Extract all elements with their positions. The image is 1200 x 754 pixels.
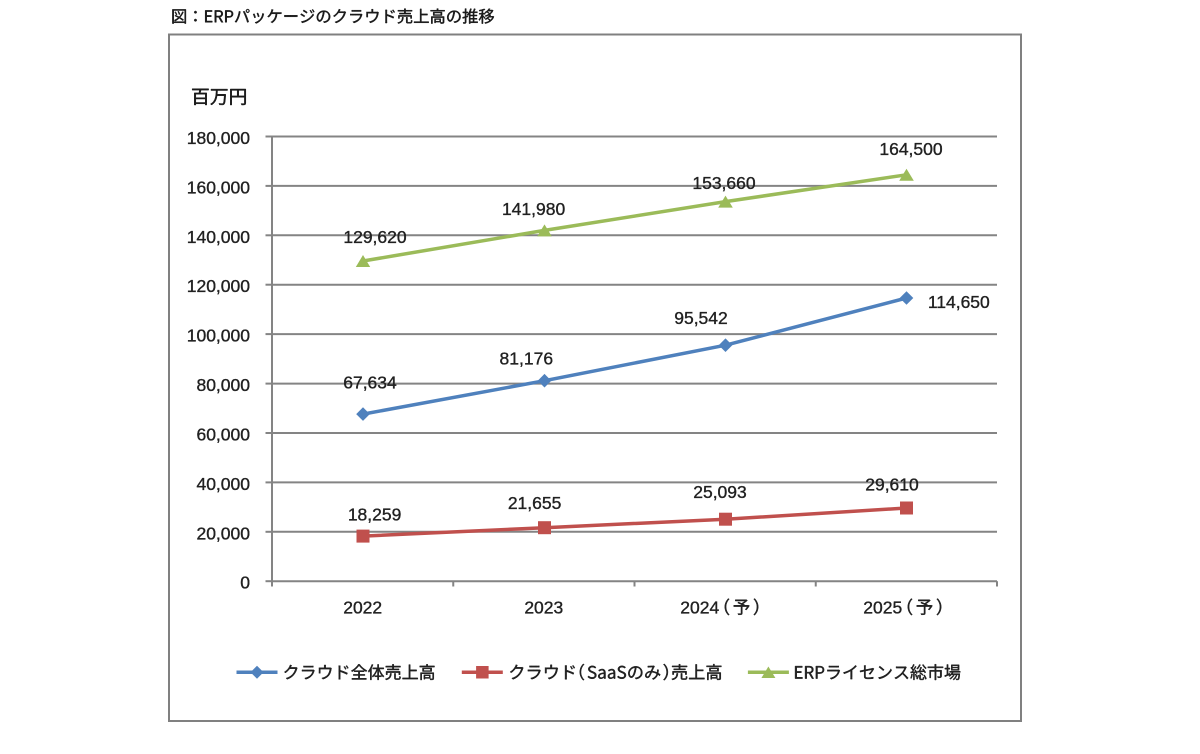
svg-text:100,000: 100,000 [187,326,251,346]
svg-text:160,000: 160,000 [187,177,251,197]
svg-text:114,650: 114,650 [928,292,990,312]
svg-text:18,259: 18,259 [348,505,402,525]
svg-text:120,000: 120,000 [187,276,251,296]
svg-text:2025: 2025 [863,598,902,618]
svg-text:180,000: 180,000 [187,128,251,148]
svg-text:2022: 2022 [343,598,382,618]
svg-text:21,655: 21,655 [508,493,562,513]
svg-text:140,000: 140,000 [187,227,251,247]
svg-text:153,660: 153,660 [692,173,756,193]
svg-text:40,000: 40,000 [196,474,250,494]
svg-text:141,980: 141,980 [502,199,566,219]
svg-text:80,000: 80,000 [196,375,250,395]
svg-text:129,620: 129,620 [343,227,407,247]
svg-text:29,610: 29,610 [865,475,919,495]
svg-text:0: 0 [240,573,250,593]
svg-text:2023: 2023 [524,598,563,618]
svg-text:81,176: 81,176 [500,349,554,369]
svg-text:164,500: 164,500 [879,139,943,159]
svg-text:20,000: 20,000 [196,523,250,543]
svg-text:60,000: 60,000 [196,425,250,445]
svg-text:2024: 2024 [680,598,719,618]
svg-text:95,542: 95,542 [674,308,728,328]
svg-text:25,093: 25,093 [693,482,747,502]
svg-text:67,634: 67,634 [343,373,397,393]
